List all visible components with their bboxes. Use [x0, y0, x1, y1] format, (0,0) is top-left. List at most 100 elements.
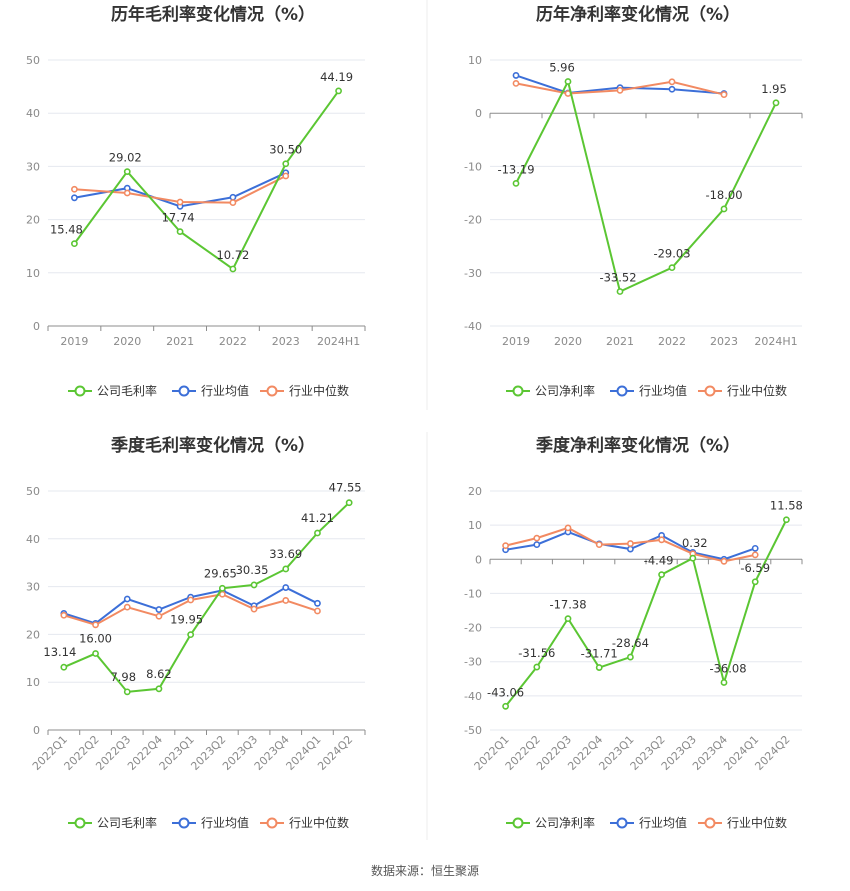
x-tick-label: 2023: [272, 335, 300, 348]
legend-label: 行业均值: [201, 815, 249, 830]
median-data-point: [187, 596, 195, 604]
y-tick-label: -50: [464, 724, 482, 737]
company-data-point: [564, 615, 572, 623]
data-label: 5.96: [549, 60, 575, 74]
avg-data-point: [512, 72, 520, 79]
company-data-point: [123, 168, 131, 176]
company-data-point: [658, 571, 665, 579]
company-data-point: [772, 99, 780, 107]
avg-data-point: [627, 545, 634, 553]
median-data-point: [92, 621, 99, 629]
data-label: 1.95: [761, 82, 787, 96]
data-label: 15.48: [50, 223, 83, 237]
x-tick-label: 2021: [166, 335, 194, 348]
y-tick-label: 20: [26, 214, 40, 227]
median-data-point: [123, 603, 131, 611]
chart-title: 历年净利率变化情况（%）: [536, 4, 740, 25]
chart-title: 历年毛利率变化情况（%）: [111, 4, 315, 25]
legend-label: 公司毛利率: [97, 815, 157, 830]
data-label: 11.58: [770, 499, 803, 513]
data-label: 0.32: [682, 536, 708, 550]
y-tick-label: 0: [33, 320, 40, 333]
legend-label: 行业中位数: [727, 383, 787, 398]
company-series-line: [515, 78, 777, 293]
company-data-point: [564, 78, 572, 85]
company-data-point: [720, 679, 728, 686]
legend-swatch-marker: [178, 817, 190, 829]
y-tick-label: -20: [464, 214, 482, 227]
y-tick-label: 10: [468, 519, 482, 532]
y-tick-label: -30: [464, 656, 482, 669]
x-tick-label: 2024H1: [317, 335, 360, 348]
median-data-point: [720, 557, 728, 565]
x-tick-label: 2022: [658, 335, 686, 348]
avg-data-point: [71, 194, 78, 202]
median-data-point: [282, 597, 290, 604]
data-label: -6.59: [740, 561, 770, 575]
median-data-point: [720, 91, 728, 98]
company-data-point: [123, 688, 131, 696]
company-data-point: [689, 554, 697, 562]
data-label: 44.19: [320, 70, 353, 84]
data-label: 13.14: [43, 645, 76, 659]
legend-swatch-marker: [512, 817, 524, 829]
company-data-point: [60, 663, 68, 671]
legend-swatch-marker: [616, 385, 628, 397]
legend-swatch-marker: [616, 817, 628, 829]
y-tick-label: 0: [475, 553, 482, 566]
data-label: 16.00: [79, 632, 112, 646]
data-label: 30.50: [269, 143, 302, 157]
median-data-point: [60, 611, 68, 619]
data-label: -4.49: [644, 554, 674, 568]
legend-swatch-marker: [74, 385, 86, 397]
data-label: 19.95: [170, 613, 203, 627]
data-label: -28.64: [612, 636, 649, 650]
legend-label: 公司净利率: [535, 815, 595, 830]
legend-label: 公司净利率: [535, 383, 595, 398]
median-data-point: [564, 524, 572, 532]
legend-label: 行业均值: [201, 383, 249, 398]
company-data-point: [282, 565, 290, 573]
company-data-point: [176, 228, 184, 236]
company-data-point: [627, 653, 634, 661]
company-data-point: [502, 702, 509, 710]
y-tick-label: 0: [475, 107, 482, 120]
legend-label: 行业均值: [639, 815, 687, 830]
company-data-point: [616, 288, 624, 295]
data-label: 17.74: [162, 211, 195, 225]
avg-data-point: [282, 584, 290, 591]
x-tick-label: 2020: [113, 335, 141, 348]
y-tick-label: -40: [464, 690, 482, 703]
chart-title: 季度毛利率变化情况（%）: [111, 435, 315, 456]
median-data-point: [502, 542, 509, 550]
legend-label: 行业中位数: [727, 815, 787, 830]
y-tick-label: 30: [26, 581, 40, 594]
y-tick-label: 20: [468, 485, 482, 498]
company-data-point: [229, 265, 237, 273]
company-data-point: [533, 663, 541, 671]
x-tick-label: 2019: [502, 335, 530, 348]
median-data-point: [616, 86, 624, 94]
median-data-point: [282, 172, 290, 180]
avg-data-point: [229, 193, 237, 201]
legend-swatch-marker: [178, 385, 190, 397]
median-data-point: [71, 185, 78, 193]
median-data-point: [229, 199, 237, 206]
y-tick-label: 50: [26, 485, 40, 498]
y-tick-label: 0: [33, 724, 40, 737]
data-label: -31.71: [581, 647, 618, 661]
data-label: -43.06: [487, 685, 524, 699]
data-label: 29.65: [204, 566, 237, 580]
legend-label: 行业均值: [639, 383, 687, 398]
median-data-point: [627, 540, 634, 547]
legend-label: 公司毛利率: [97, 383, 157, 398]
data-label: -29.03: [653, 247, 690, 261]
avg-data-point: [155, 606, 163, 613]
data-label: -31.56: [518, 646, 555, 660]
y-tick-label: -10: [464, 160, 482, 173]
data-source-note: 数据来源：恒生聚源: [370, 864, 479, 878]
avg-data-point: [751, 544, 759, 552]
median-data-point: [668, 78, 676, 86]
legend-swatch-marker: [266, 817, 278, 829]
x-tick-label: 2024Q2: [315, 733, 355, 773]
